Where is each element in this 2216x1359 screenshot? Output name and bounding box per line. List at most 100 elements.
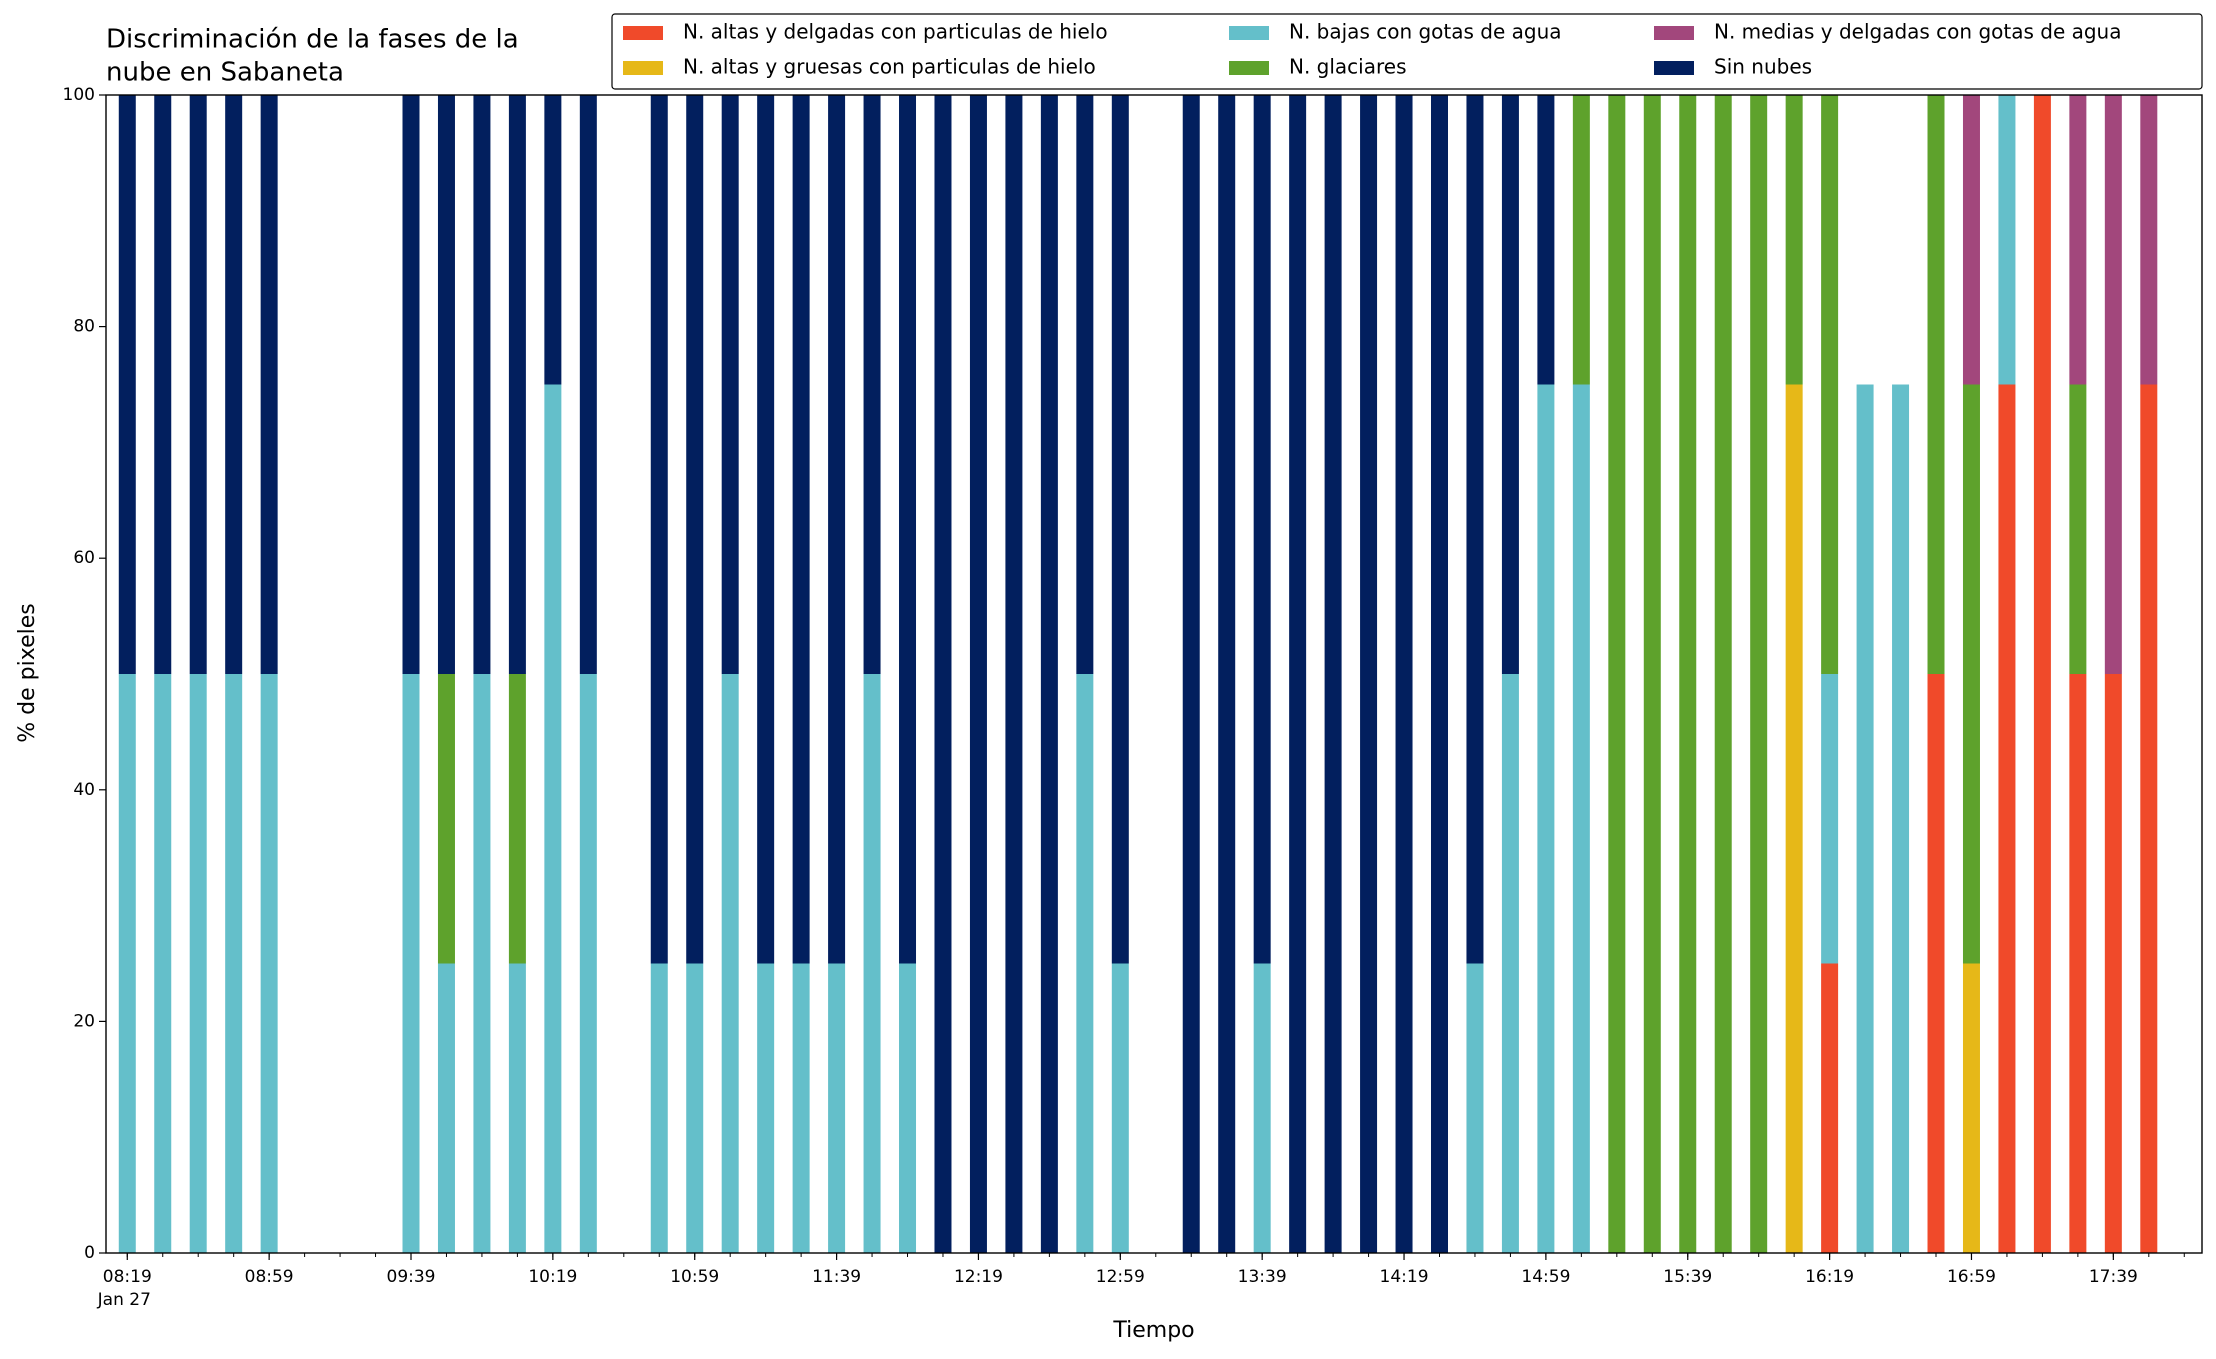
bar-segment — [154, 95, 172, 674]
bar-segment — [118, 95, 136, 674]
legend-swatch — [1229, 26, 1269, 40]
bar-segment — [1927, 95, 1945, 674]
bar-segment — [1430, 95, 1448, 1253]
bar-segment — [437, 963, 455, 1253]
legend-swatch — [1229, 61, 1269, 75]
bar-segment — [2069, 95, 2087, 385]
bar-segment — [686, 963, 704, 1253]
bar-segment — [118, 674, 136, 1253]
y-tick-label: 60 — [73, 548, 95, 568]
bar-segment — [2033, 95, 2051, 1253]
bar-segment — [508, 95, 526, 674]
bar-segment — [1572, 384, 1590, 1253]
bar-segment — [899, 95, 917, 964]
legend-label: N. bajas con gotas de agua — [1289, 20, 1562, 44]
bar-segment — [792, 95, 810, 964]
x-tick-label: 12:19 — [954, 1267, 1003, 1287]
legend-label: N. altas y gruesas con particulas de hie… — [683, 55, 1096, 79]
bar-segment — [260, 95, 278, 674]
bar-segment — [2069, 674, 2087, 1253]
legend-swatch — [1654, 61, 1694, 75]
bar-segment — [899, 963, 917, 1253]
bar-segment — [721, 674, 739, 1253]
bar-segment — [1821, 674, 1839, 964]
bar-segment — [260, 674, 278, 1253]
bar-segment — [1466, 95, 1484, 964]
bar-segment — [1360, 95, 1378, 1253]
legend-box — [611, 13, 2203, 90]
x-tick-label: 10:59 — [670, 1267, 719, 1287]
chart-title: Discriminación de la fases de la — [106, 25, 519, 55]
bar-segment — [1927, 674, 1945, 1253]
bar-segment — [579, 674, 597, 1253]
bar-segment — [1998, 384, 2016, 1253]
bar-segment — [1076, 674, 1094, 1253]
y-tick-label: 40 — [73, 780, 95, 800]
bar-segment — [1324, 95, 1342, 1253]
y-tick-label: 100 — [63, 85, 95, 105]
bar-segment — [579, 95, 597, 674]
bar-segment — [1998, 95, 2016, 385]
bar-segment — [1608, 95, 1626, 1253]
x-tick-label: 08:59 — [245, 1267, 294, 1287]
bar-segment — [437, 95, 455, 674]
bar-segment — [1572, 95, 1590, 385]
bar-segment — [1962, 384, 1980, 964]
y-tick-label: 0 — [84, 1243, 95, 1263]
legend-swatch — [623, 26, 663, 40]
bar-segment — [402, 95, 420, 674]
bar-segment — [792, 963, 810, 1253]
plot-frame — [105, 94, 2203, 1254]
bar-segment — [402, 674, 420, 1253]
bar-segment — [1750, 95, 1768, 1253]
bar-segment — [1076, 95, 1094, 674]
legend-swatch — [1654, 26, 1694, 40]
bar-segment — [1821, 95, 1839, 674]
x-tick-label: 09:39 — [387, 1267, 436, 1287]
bar-segment — [473, 95, 491, 674]
bar-segment — [2140, 95, 2158, 385]
y-tick-label: 80 — [73, 317, 95, 337]
bar-segment — [437, 674, 455, 964]
legend-label: N. medias y delgadas con gotas de agua — [1714, 20, 2122, 44]
legend-swatch — [623, 61, 663, 75]
bar-segment — [1218, 95, 1236, 1253]
bar-segment — [1111, 95, 1129, 964]
bar-segment — [544, 384, 562, 1253]
bar-segment — [1182, 95, 1200, 1253]
legend-label: Sin nubes — [1714, 55, 1812, 79]
bar-segment — [2104, 674, 2122, 1253]
x-tick-label: 14:59 — [1521, 1267, 1570, 1287]
x-tick-label: 14:19 — [1380, 1267, 1429, 1287]
y-tick-label: 20 — [73, 1011, 95, 1031]
bar-segment — [1111, 963, 1129, 1253]
legend-label: N. altas y delgadas con particulas de hi… — [683, 20, 1108, 44]
bar-segment — [934, 95, 952, 1253]
bar-segment — [1289, 95, 1307, 1253]
bar-segment — [828, 963, 846, 1253]
x-tick-label: 12:59 — [1096, 1267, 1145, 1287]
x-tick-label: 13:39 — [1238, 1267, 1287, 1287]
bar-segment — [1679, 95, 1697, 1253]
bar-segment — [1537, 95, 1555, 385]
bar-segment — [1501, 95, 1519, 674]
legend-label: N. glaciares — [1289, 55, 1407, 79]
bar-segment — [2104, 95, 2122, 674]
bar-segment — [154, 674, 172, 1253]
bar-segment — [189, 674, 207, 1253]
x-tick-label: 08:19 — [103, 1267, 152, 1287]
bar-segment — [2140, 384, 2158, 1253]
bar-segment — [1785, 95, 1803, 385]
bar-segment — [863, 95, 881, 674]
bar-segment — [1253, 95, 1271, 964]
bar-segment — [1466, 963, 1484, 1253]
bar-segment — [757, 963, 775, 1253]
bar-segment — [225, 674, 243, 1253]
bar-segment — [650, 963, 668, 1253]
bar-segment — [1395, 95, 1413, 1253]
x-tick-label: 15:39 — [1663, 1267, 1712, 1287]
x-tick-label: 16:19 — [1805, 1267, 1854, 1287]
bar-segment — [1856, 384, 1874, 1253]
